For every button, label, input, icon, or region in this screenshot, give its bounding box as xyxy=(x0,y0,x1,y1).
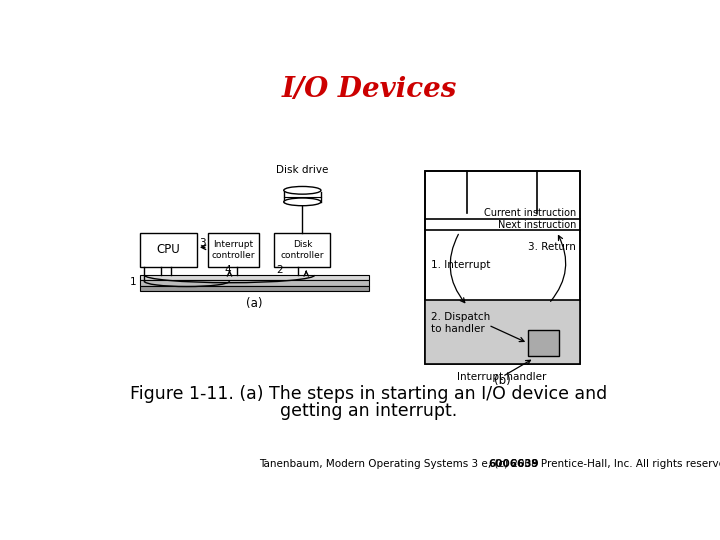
Text: 4: 4 xyxy=(225,265,231,275)
Bar xyxy=(425,171,580,363)
Text: 3: 3 xyxy=(199,238,206,248)
Bar xyxy=(425,300,580,363)
Bar xyxy=(274,233,330,267)
Text: 3. Return: 3. Return xyxy=(528,242,576,252)
Text: I/O Devices: I/O Devices xyxy=(282,76,456,103)
Bar xyxy=(140,233,197,267)
Text: Tanenbaum, Modern Operating Systems 3 e, (c) 2008 Prentice-Hall, Inc. All rights: Tanenbaum, Modern Operating Systems 3 e,… xyxy=(259,458,720,469)
Text: Disk drive: Disk drive xyxy=(276,165,328,175)
Bar xyxy=(140,275,369,280)
Text: 1. Interrupt: 1. Interrupt xyxy=(431,260,490,270)
Text: Next instruction: Next instruction xyxy=(498,220,576,229)
Text: 1: 1 xyxy=(130,277,137,287)
Text: Interrupt
controller: Interrupt controller xyxy=(212,240,255,260)
Bar xyxy=(140,286,369,291)
Text: Current instruction: Current instruction xyxy=(484,208,576,218)
Bar xyxy=(140,280,369,286)
Text: (b): (b) xyxy=(494,374,510,387)
Ellipse shape xyxy=(284,198,321,206)
Text: 2. Dispatch
to handler: 2. Dispatch to handler xyxy=(431,312,490,334)
Bar xyxy=(528,330,559,356)
Ellipse shape xyxy=(284,186,321,194)
Text: 6006639: 6006639 xyxy=(488,458,539,469)
Bar xyxy=(425,171,580,363)
Text: (a): (a) xyxy=(246,297,263,310)
Text: getting an interrupt.: getting an interrupt. xyxy=(280,402,458,420)
Text: Interrupt handler: Interrupt handler xyxy=(457,373,546,382)
Text: Disk
controller: Disk controller xyxy=(281,240,324,260)
Text: CPU: CPU xyxy=(157,244,181,256)
Text: 2: 2 xyxy=(276,265,283,275)
Bar xyxy=(208,233,259,267)
Text: Figure 1-11. (a) The steps in starting an I/O device and: Figure 1-11. (a) The steps in starting a… xyxy=(130,386,608,403)
